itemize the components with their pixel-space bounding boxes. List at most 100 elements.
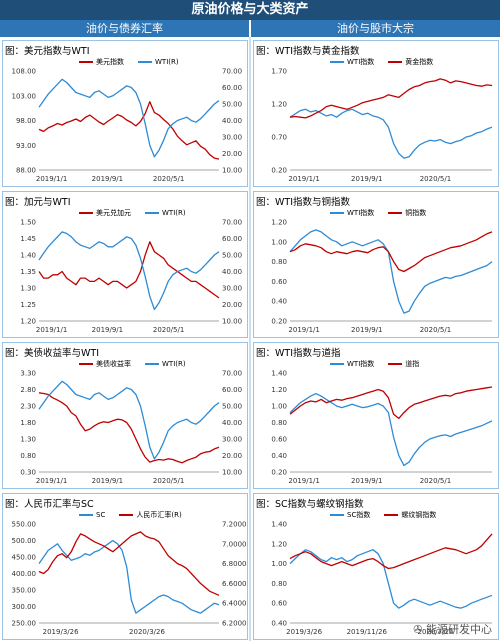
- y-tick-label: 0.40: [271, 620, 287, 628]
- y-tick-label: 1.20: [271, 386, 287, 394]
- legend-swatch: [79, 363, 93, 365]
- y-tick-label: 1.00: [271, 238, 287, 246]
- legend-swatch: [388, 363, 403, 365]
- chart-panel: 图：人民币汇率与SC SC 人民币汇率(R) 550.00 500.00 450.00 40…: [2, 493, 248, 640]
- chart-plot: 3.30 2.80 2.30 1.80 1.30 0.80 0.30 70.00 60.00 50…: [20, 370, 242, 486]
- legend-label: WTI指数: [347, 360, 375, 368]
- x-tick-label: 2019/9/1: [92, 175, 123, 183]
- y-tick-label: 250.00: [12, 620, 37, 628]
- y-tick-label: 108.00: [12, 68, 37, 76]
- chart-title: 图：人民币汇率与SC: [5, 499, 94, 510]
- legend-swatch: [388, 61, 403, 63]
- page-title: 原油价格与大类资产: [0, 0, 500, 20]
- legend-label: 螺纹钢指数: [401, 511, 437, 519]
- y-tick-label: 0.80: [271, 580, 287, 588]
- y2-tick-label: 40.00: [222, 268, 242, 276]
- y-tick-label: 1.40: [20, 252, 36, 260]
- y2-tick-label: 7.2000: [222, 521, 247, 529]
- legend-swatch: [119, 514, 134, 516]
- y-tick-label: 1.00: [271, 560, 287, 568]
- legend-swatch: [330, 61, 344, 63]
- y-tick-label: 0.60: [271, 436, 287, 444]
- x-tick-label: 2019/9/1: [351, 477, 382, 485]
- x-tick-label: 2020/5/1: [420, 326, 451, 334]
- chart-legend: SC指数 螺纹钢指数: [330, 510, 450, 520]
- series-line: [289, 108, 493, 159]
- x-tick-label: 2019/9/1: [351, 175, 382, 183]
- series-line: [38, 101, 220, 160]
- chart-panel: 图：美元指数与WTI 美元指数 WTI(R) 108.00 103.00 98.00 93.…: [2, 40, 248, 187]
- chart-plot: 550.00 500.00 450.00 400.00 350.00 300.00 250.…: [12, 521, 247, 637]
- y-tick-label: 0.20: [271, 167, 287, 175]
- legend-item: WTI(R): [145, 360, 186, 368]
- chart-plot: 1.50 1.45 1.40 1.35 1.30 1.25 1.20 70.00 60.00 50…: [20, 219, 242, 335]
- y-tick-label: 1.35: [20, 268, 36, 276]
- legend-item: WTI(R): [138, 58, 179, 66]
- chart-legend: 美债收益率 WTI(R): [79, 359, 200, 369]
- chart-legend: WTI指数 铜指数: [330, 208, 440, 218]
- x-tick-label: 2019/1/1: [288, 477, 319, 485]
- y-tick-label: 0.80: [271, 258, 287, 266]
- y-tick-label: 3.30: [20, 370, 36, 378]
- chart-panel: 图：WTI指数与铜指数 WTI指数 铜指数 1.20 1.00 0.80 0.60 0.40 0…: [253, 191, 499, 338]
- y-tick-label: 93.00: [16, 142, 36, 150]
- y2-tick-label: 6.6000: [222, 580, 247, 588]
- y2-tick-label: 60.00: [222, 235, 242, 243]
- legend-label: SC指数: [347, 511, 371, 519]
- column-divider: [249, 37, 251, 641]
- y2-tick-label: 70.00: [222, 370, 242, 378]
- legend-swatch: [138, 61, 152, 63]
- chart-panel: 图：美债收益率与WTI 美债收益率 WTI(R) 3.30 2.80 2.30 1.80 1.…: [2, 342, 248, 489]
- chart-legend: SC 人民币汇率(R): [79, 510, 196, 520]
- y2-tick-label: 40.00: [222, 419, 242, 427]
- legend-item: 美元兑加元: [79, 209, 131, 217]
- x-tick-label: 2019/9/1: [351, 326, 382, 334]
- y2-tick-label: 30.00: [222, 285, 242, 293]
- y2-tick-label: 10.00: [222, 469, 242, 477]
- legend-item: 螺纹钢指数: [384, 511, 436, 519]
- legend-item: WTI指数: [330, 209, 374, 217]
- chart-panel: 图：SC指数与螺纹钢指数 SC指数 螺纹钢指数 1.40 1.20 1.00 0.80 0.6…: [253, 493, 499, 640]
- legend-swatch: [388, 212, 403, 214]
- x-tick-label: 2019/1/1: [288, 326, 319, 334]
- chart-title: 图：加元与WTI: [5, 197, 71, 208]
- y-tick-label: 0.40: [271, 452, 287, 460]
- legend-label: 道指: [405, 360, 420, 368]
- y2-tick-label: 50.00: [222, 403, 242, 411]
- y2-tick-label: 6.8000: [222, 560, 247, 568]
- y2-tick-label: 6.2000: [222, 620, 247, 628]
- legend-item: 人民币汇率(R): [119, 511, 182, 519]
- wechat-icon: ✇: [413, 623, 423, 636]
- series-line: [289, 78, 493, 119]
- y-tick-label: 1.00: [271, 403, 287, 411]
- y-tick-label: 500.00: [12, 537, 37, 545]
- y-tick-label: 88.00: [16, 167, 36, 175]
- legend-label: 美元指数: [96, 58, 124, 66]
- series-line: [289, 231, 493, 273]
- y-tick-label: 1.30: [20, 436, 36, 444]
- legend-item: WTI指数: [330, 58, 374, 66]
- x-tick-label: 2019/11/26: [347, 628, 388, 636]
- y-tick-label: 2.80: [20, 386, 36, 394]
- legend-item: 美元指数: [79, 58, 124, 66]
- series-line: [289, 549, 493, 609]
- x-tick-label: 2020/5/1: [153, 477, 184, 485]
- legend-label: WTI指数: [347, 58, 375, 66]
- y-tick-label: 550.00: [12, 521, 37, 529]
- y2-tick-label: 20.00: [222, 452, 242, 460]
- y-tick-label: 0.20: [271, 318, 287, 326]
- legend-label: WTI(R): [162, 209, 186, 217]
- y2-tick-label: 20.00: [222, 150, 242, 158]
- y2-tick-label: 10.00: [222, 318, 242, 326]
- y-tick-label: 0.40: [271, 298, 287, 306]
- legend-label: SC: [96, 511, 106, 519]
- legend-swatch: [79, 212, 93, 214]
- legend-item: 黄金指数: [388, 58, 433, 66]
- chart-legend: 美元兑加元 WTI(R): [79, 208, 200, 218]
- y-tick-label: 0.30: [20, 469, 36, 477]
- series-line: [38, 539, 220, 614]
- chart-panel: 图：WTI指数与道指 WTI指数 道指 1.40 1.20 1.00 0.80 0.60 0.4…: [253, 342, 499, 489]
- series-line: [38, 380, 220, 460]
- series-line: [289, 229, 493, 314]
